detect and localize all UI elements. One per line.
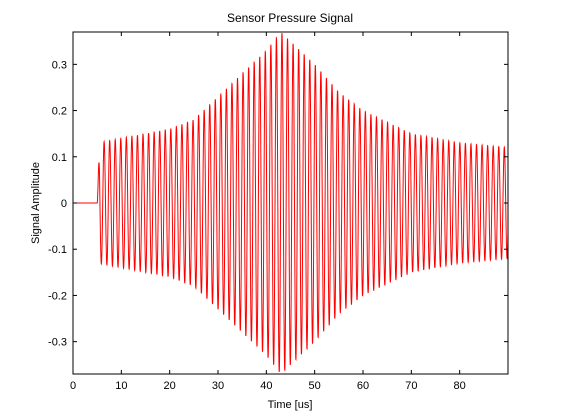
y-tick-label: -0.2: [48, 290, 67, 302]
y-tick-label: -0.1: [48, 244, 67, 256]
x-tick-label: 40: [260, 380, 272, 392]
x-tick-label: 80: [454, 380, 466, 392]
y-tick-label: 0: [61, 198, 67, 210]
y-tick-label: 0.1: [52, 152, 67, 164]
x-tick-label: 0: [70, 380, 76, 392]
y-tick-label: 0.3: [52, 59, 67, 71]
x-tick-label: 70: [405, 380, 417, 392]
x-tick-label: 50: [309, 380, 321, 392]
x-tick-label: 20: [164, 380, 176, 392]
x-tick-label: 10: [115, 380, 127, 392]
signal-series-line: [73, 33, 508, 372]
plot-area: [73, 32, 508, 374]
x-axis: 0 10 20 30 40 50 60 70 80: [70, 32, 466, 392]
y-axis: -0.3 -0.2 -0.1 0 0.1 0.2 0.3: [48, 59, 508, 349]
y-tick-label: -0.3: [48, 337, 67, 349]
signal-layer: [73, 33, 508, 372]
y-axis-label: Signal Amplitude: [30, 162, 42, 244]
x-tick-label: 60: [357, 380, 369, 392]
chart-title: Sensor Pressure Signal: [227, 11, 353, 25]
x-tick-label: 30: [212, 380, 224, 392]
y-tick-label: 0.2: [52, 106, 67, 118]
x-axis-label: Time [us]: [268, 399, 313, 411]
